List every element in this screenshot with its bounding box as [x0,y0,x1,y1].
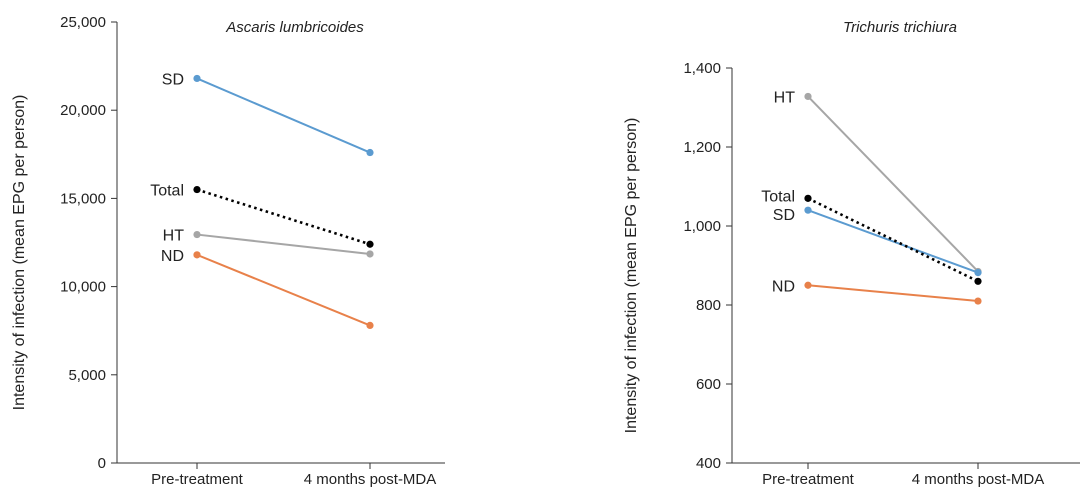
y-tick-label: 5,000 [68,367,106,384]
trichuris-chart: 400 600 800 1,000 1,200 1,400 Pre-treatment 4 m… [623,19,1080,488]
series-line-sd [807,209,979,274]
series-label-nd: ND [161,248,184,265]
series-label-total: Total [761,188,795,205]
series-line-sd [196,77,371,154]
data-point-nd [804,281,812,289]
series-line-nd [807,284,979,303]
series-label-sd: SD [162,71,184,88]
series-line-ht [807,95,979,273]
series-line-nd [196,253,371,327]
data-point-nd [193,251,201,259]
y-tick-label: 800 [696,297,721,314]
x-tick-label: 4 months post-MDA [912,471,1045,488]
data-point-sd [974,269,982,277]
series-label-total: Total [150,183,184,200]
y-tick-label: 10,000 [60,279,106,296]
y-tick-label: 600 [696,376,721,393]
data-point-total [366,240,374,248]
y-axis-title: Intensity of infection (mean EPG per per… [11,95,28,411]
series-label-ht: HT [774,89,796,106]
data-point-sd [193,74,201,83]
data-point-sd [804,206,812,214]
data-point-total [804,194,812,202]
x-tick-label: 4 months post-MDA [304,471,437,488]
series-label-ht: HT [163,228,185,245]
data-point-total [193,185,201,194]
data-point-nd [366,321,374,330]
y-tick-label: 20,000 [60,102,106,119]
data-point-ht [193,230,201,239]
y-axis-title: Intensity of infection (mean EPG per per… [623,118,640,434]
series-label-sd: SD [773,207,795,224]
series-line-total [807,197,979,283]
y-tick-label: 15,000 [60,190,106,207]
y-tick-label: 1,400 [683,60,721,77]
series-line-ht [196,233,371,255]
series-line-total [196,188,371,246]
data-point-ht [366,250,374,258]
chart-title: Ascaris lumbricoides [225,19,364,36]
ascaris-chart: 0 5,000 10,000 15,000 20,000 25,000 Pre-treatm… [11,14,445,488]
y-tick-label: 1,200 [683,139,721,156]
y-tick-label: 0 [98,455,106,472]
series-label-nd: ND [772,278,795,295]
y-tick-label: 1,000 [683,218,721,235]
data-point-sd [366,148,374,157]
y-tick-label: 25,000 [60,14,106,31]
chart-title: Trichuris trichiura [843,19,957,36]
y-tick-label: 400 [696,455,721,472]
x-tick-label: Pre-treatment [151,471,244,488]
data-point-nd [974,297,982,305]
data-point-total [974,277,982,285]
data-point-ht [804,92,812,101]
x-tick-label: Pre-treatment [762,471,855,488]
